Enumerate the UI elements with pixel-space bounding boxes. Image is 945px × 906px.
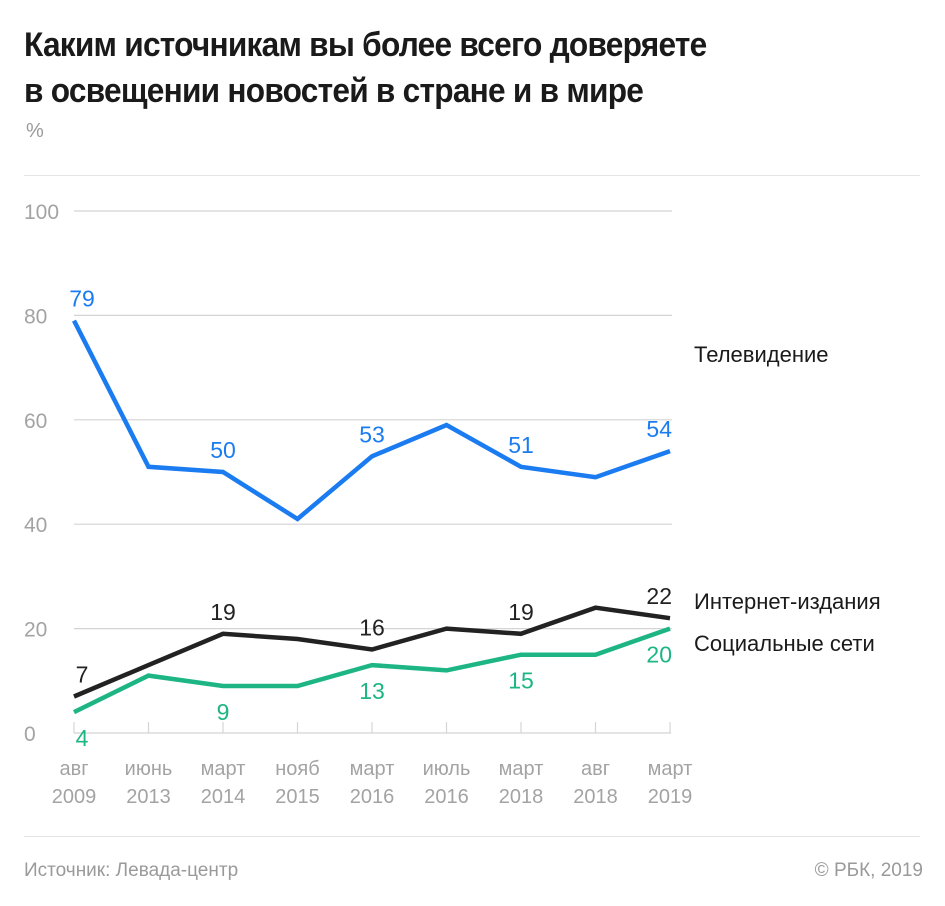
data-label: 9 (217, 699, 230, 725)
data-label: 19 (508, 599, 534, 625)
gridlines (74, 210, 672, 630)
x-tick-label-month: март (499, 758, 544, 780)
x-axis: авг 2009 июнь 2013 март 2014 нояб 2015 март 2016 и… (52, 722, 693, 808)
y-tick-label-100: 100 (24, 201, 59, 224)
x-tick-label-year: 2009 (52, 786, 97, 808)
x-tick-label-month: авг (59, 758, 88, 780)
bottom-divider (24, 836, 920, 837)
data-label: 51 (508, 432, 534, 458)
unit-label: % (26, 120, 44, 142)
data-label: 79 (69, 286, 95, 312)
x-tick-label-month: авг (581, 758, 610, 780)
x-tick-label-year: 2014 (201, 786, 246, 808)
data-label: 4 (76, 725, 89, 751)
legend-item-1: Интернет-издания (694, 589, 881, 614)
legend-item-0: Телевидение (694, 342, 829, 367)
x-tick-label-year: 2018 (499, 786, 544, 808)
x-tick-label-year: 2015 (275, 786, 320, 808)
data-label: 54 (646, 416, 672, 442)
x-tick-label-month: март (648, 758, 693, 780)
copyright-note: © РБК, 2019 (814, 860, 923, 881)
y-tick-label-80: 80 (24, 305, 47, 328)
chart-title-line-2: в освещении новостей в стране и в мире (24, 72, 644, 110)
y-axis-ticks: 0 20 40 60 80 100 (24, 201, 59, 746)
x-tick-label-month: июль (423, 758, 471, 780)
x-tick-label-month: март (201, 758, 246, 780)
y-tick-label-60: 60 (24, 410, 47, 433)
source-note: Источник: Левада-центр (24, 860, 239, 881)
x-tick-label-year: 2016 (350, 786, 395, 808)
data-labels: 79 50 53 51 54 7 19 16 19 22 4 9 13 15 20 (69, 286, 672, 752)
data-label: 53 (359, 421, 385, 447)
data-label: 50 (210, 437, 236, 463)
chart-title-line-1: Каким источникам вы более всего доверяет… (24, 26, 707, 64)
y-tick-label-0: 0 (24, 723, 36, 746)
chart-title: Каким источникам вы более всего доверяет… (24, 22, 861, 114)
data-label: 16 (359, 614, 385, 640)
x-tick-label-year: 2016 (424, 786, 469, 808)
y-tick-label-20: 20 (24, 619, 47, 642)
data-label: 13 (359, 678, 385, 704)
legend: Телевидение Интернет-издания Социальные се… (694, 342, 881, 656)
data-label: 19 (210, 599, 236, 625)
x-tick-label-month: июнь (125, 758, 173, 780)
x-tick-label-month: март (350, 758, 395, 780)
y-tick-label-40: 40 (24, 514, 47, 537)
data-label: 15 (508, 668, 534, 694)
x-tick-label-year: 2013 (126, 786, 171, 808)
series-lines (71, 319, 671, 715)
top-divider (24, 175, 920, 176)
data-label: 7 (76, 661, 89, 687)
data-label: 20 (646, 642, 672, 668)
x-tick-label-year: 2019 (648, 786, 693, 808)
x-tick-label-year: 2018 (573, 786, 618, 808)
x-tick-label-month: нояб (275, 758, 319, 780)
legend-item-2: Социальные сети (694, 631, 875, 656)
data-label: 22 (646, 583, 672, 609)
